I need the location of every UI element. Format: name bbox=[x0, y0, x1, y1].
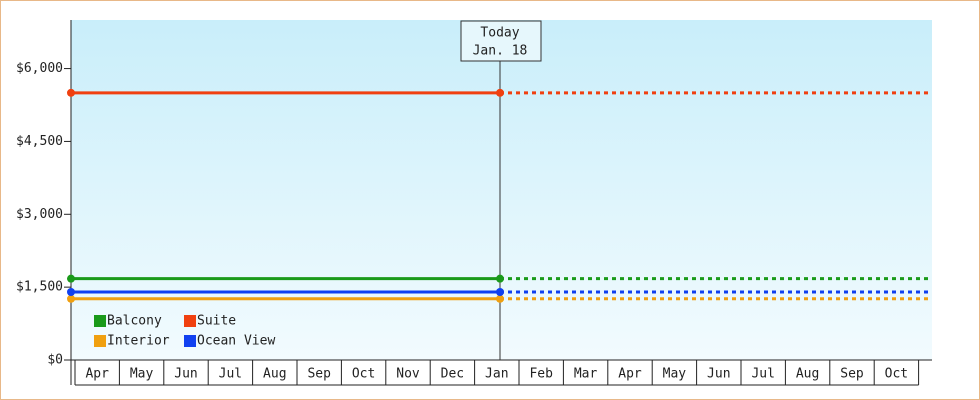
series-point bbox=[67, 288, 75, 296]
x-tick-label: Jun bbox=[174, 367, 197, 382]
series-point bbox=[496, 88, 504, 97]
legend-swatch bbox=[94, 315, 106, 327]
legend-label: Suite bbox=[197, 314, 236, 329]
x-tick-label: Jul bbox=[751, 367, 774, 382]
x-tick-label: Jan bbox=[485, 367, 508, 382]
x-tick-label: Sep bbox=[307, 367, 331, 382]
x-tick-label: Jul bbox=[219, 367, 242, 382]
plot-area bbox=[71, 20, 932, 360]
x-tick-label: Feb bbox=[529, 367, 553, 382]
legend-swatch bbox=[94, 335, 106, 347]
series-point bbox=[496, 288, 504, 296]
x-tick-label: Jun bbox=[707, 367, 730, 382]
y-tick-label: $1,500 bbox=[16, 280, 63, 295]
x-tick-label: Apr bbox=[618, 367, 642, 382]
x-tick-label: Oct bbox=[885, 367, 908, 382]
x-tick-label: May bbox=[130, 367, 154, 382]
y-tick-label: $3,000 bbox=[16, 207, 63, 222]
series-point bbox=[67, 294, 75, 303]
y-tick-label: $6,000 bbox=[16, 61, 63, 76]
legend-label: Ocean View bbox=[197, 334, 275, 349]
legend-label: Balcony bbox=[107, 314, 162, 329]
y-tick-label: $0 bbox=[47, 353, 63, 368]
x-tick-label: Nov bbox=[396, 367, 420, 382]
today-box bbox=[460, 20, 542, 62]
series-point bbox=[67, 88, 75, 97]
x-tick-label: Oct bbox=[352, 367, 375, 382]
series-point bbox=[67, 274, 75, 283]
x-tick-label: Dec bbox=[441, 367, 464, 382]
legend-label: Interior bbox=[107, 334, 170, 349]
series-point bbox=[496, 294, 504, 303]
series-point bbox=[496, 274, 504, 283]
x-tick-label: Mar bbox=[574, 367, 598, 382]
x-tick-label: May bbox=[663, 367, 687, 382]
legend-swatch bbox=[184, 335, 196, 347]
y-tick-label: $4,500 bbox=[16, 134, 63, 149]
x-tick-label: Aug bbox=[263, 367, 286, 382]
x-tick-label: Apr bbox=[85, 367, 109, 382]
x-tick-label: Aug bbox=[796, 367, 819, 382]
x-tick-label: Sep bbox=[840, 367, 864, 382]
today-label: Today bbox=[480, 26, 519, 41]
legend-swatch bbox=[184, 315, 196, 327]
today-date: Jan. 18 bbox=[473, 44, 528, 59]
